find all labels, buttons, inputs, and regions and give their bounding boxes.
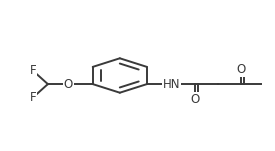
- Text: HN: HN: [163, 78, 180, 91]
- Text: O: O: [236, 63, 245, 76]
- Text: F: F: [30, 91, 36, 104]
- Text: F: F: [30, 64, 36, 77]
- Text: O: O: [64, 78, 73, 91]
- Text: O: O: [190, 93, 199, 106]
